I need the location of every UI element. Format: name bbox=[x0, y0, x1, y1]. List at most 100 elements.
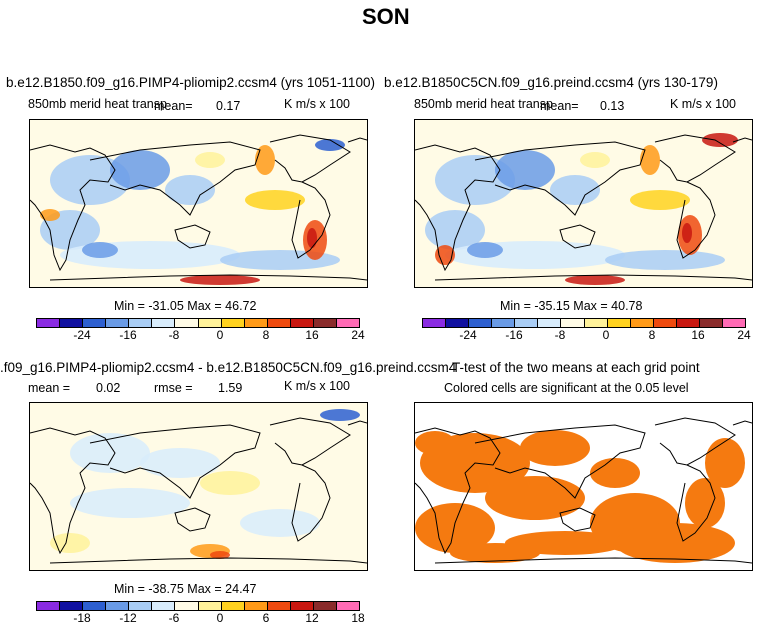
coastline bbox=[291, 181, 331, 259]
colorbar-swatch bbox=[198, 319, 222, 327]
colorbar-tick-label: -12 bbox=[119, 611, 137, 625]
colorbar-tick-label: 0 bbox=[602, 328, 610, 342]
colorbar-swatch bbox=[83, 602, 107, 610]
colorbar-swatch bbox=[129, 602, 153, 610]
colorbar-swatch bbox=[244, 319, 268, 327]
colorbar-swatch bbox=[83, 319, 107, 327]
coastline bbox=[676, 181, 716, 259]
significant-region bbox=[450, 543, 540, 563]
coastline bbox=[559, 224, 596, 249]
field-patch bbox=[565, 275, 625, 285]
significant-region bbox=[685, 478, 725, 528]
colorbar-swatch bbox=[267, 602, 291, 610]
colorbar-tick-label: 8 bbox=[648, 328, 656, 342]
field-patch bbox=[495, 150, 555, 190]
panel-2-mean-value: 0.13 bbox=[600, 99, 625, 113]
colorbar-swatch bbox=[630, 319, 654, 327]
field-patch bbox=[70, 488, 190, 518]
field-patch bbox=[640, 145, 660, 175]
colorbar-swatch bbox=[60, 319, 84, 327]
field-patch bbox=[307, 228, 317, 248]
colorbar-tick-label: 12 bbox=[305, 611, 319, 625]
colorbar-swatch bbox=[106, 319, 130, 327]
colorbar-swatch bbox=[60, 602, 84, 610]
coastline bbox=[474, 141, 646, 216]
colorbar-swatch bbox=[561, 319, 585, 327]
colorbar-swatch bbox=[175, 602, 199, 610]
field-patch bbox=[425, 210, 485, 250]
page-title: SON bbox=[362, 4, 410, 29]
coastline bbox=[474, 424, 646, 499]
colorbar-tick-label: 16 bbox=[305, 328, 319, 342]
field-patch bbox=[82, 242, 118, 258]
field-patch bbox=[702, 133, 738, 147]
coastline bbox=[269, 134, 351, 183]
panel-3-map bbox=[29, 402, 368, 571]
significant-region bbox=[415, 431, 455, 455]
colorbar-tick-label: -6 bbox=[168, 611, 180, 625]
colorbar-swatch bbox=[423, 319, 447, 327]
field-patch bbox=[210, 551, 230, 559]
colorbar-tick-label: 0 bbox=[216, 328, 224, 342]
field-patch bbox=[200, 471, 260, 495]
panel-1-units: K m/s x 100 bbox=[284, 97, 350, 111]
coastline bbox=[49, 274, 367, 281]
panel-3-rmse-label: rmse = bbox=[154, 381, 193, 395]
coastline bbox=[732, 137, 752, 143]
colorbar-swatch bbox=[290, 602, 314, 610]
coastline bbox=[174, 224, 211, 249]
colorbar-swatch bbox=[175, 319, 199, 327]
colorbar-swatch bbox=[446, 319, 470, 327]
field-patch bbox=[240, 509, 320, 537]
field-patch bbox=[605, 250, 725, 270]
field-patch bbox=[682, 223, 692, 243]
significant-region bbox=[615, 523, 735, 563]
colorbar-swatch bbox=[267, 319, 291, 327]
colorbar-tick-label: 8 bbox=[262, 328, 270, 342]
colorbar-tick-label: -8 bbox=[168, 328, 180, 342]
panel-3-minmax: Min = -38.75 Max = 24.47 bbox=[114, 582, 257, 596]
colorbar-swatch bbox=[313, 602, 338, 610]
panel-2-variable: 850mb merid heat transp bbox=[414, 97, 553, 111]
panel-2-minmax: Min = -35.15 Max = 40.78 bbox=[500, 299, 643, 313]
coastline bbox=[434, 274, 752, 281]
colorbar-tick-label: 18 bbox=[351, 611, 365, 625]
colorbar-swatch bbox=[469, 319, 493, 327]
coastline bbox=[415, 427, 501, 555]
colorbar-tick-label: -16 bbox=[119, 328, 137, 342]
coastline bbox=[89, 141, 261, 216]
colorbar-swatch bbox=[221, 319, 245, 327]
panel-2-title: b.e12.B1850C5CN.f09_g16.preind.ccsm4 (yr… bbox=[384, 75, 718, 90]
colorbar-swatch bbox=[337, 319, 360, 327]
colorbar-swatch bbox=[37, 319, 61, 327]
colorbar-swatch bbox=[106, 602, 130, 610]
colorbar-swatch bbox=[290, 319, 314, 327]
coastline bbox=[434, 557, 752, 564]
colorbar-tick-label: -24 bbox=[73, 328, 91, 342]
coastline bbox=[654, 134, 736, 183]
colorbar-swatch bbox=[313, 319, 338, 327]
field-patch bbox=[550, 175, 600, 205]
colorbar-tick-label: 16 bbox=[691, 328, 705, 342]
panel-1-variable: 850mb merid heat transp bbox=[28, 97, 167, 111]
colorbar-tick-label: -16 bbox=[505, 328, 523, 342]
panel-3-title: .f09_g16.PIMP4-pliomip2.ccsm4 - b.e12.B1… bbox=[0, 360, 457, 375]
significant-region bbox=[705, 438, 745, 488]
panel-1-mean-value: 0.17 bbox=[216, 99, 241, 113]
field-patch bbox=[580, 152, 610, 168]
colorbar-swatch bbox=[653, 319, 677, 327]
colorbar-swatch bbox=[129, 319, 153, 327]
coastline bbox=[347, 137, 367, 143]
panel-1-minmax: Min = -31.05 Max = 46.72 bbox=[114, 299, 257, 313]
colorbar-swatch bbox=[244, 602, 268, 610]
colorbar-swatch bbox=[37, 602, 61, 610]
field-patch bbox=[467, 242, 503, 258]
field-patch bbox=[165, 175, 215, 205]
colorbar-tick-label: 24 bbox=[737, 328, 751, 342]
panel-4-map bbox=[414, 402, 753, 571]
field-patch bbox=[110, 150, 170, 190]
panel-3-colorbar bbox=[36, 601, 360, 611]
colorbar-swatch bbox=[584, 319, 608, 327]
coastline bbox=[30, 144, 116, 272]
field-patch bbox=[50, 533, 90, 553]
